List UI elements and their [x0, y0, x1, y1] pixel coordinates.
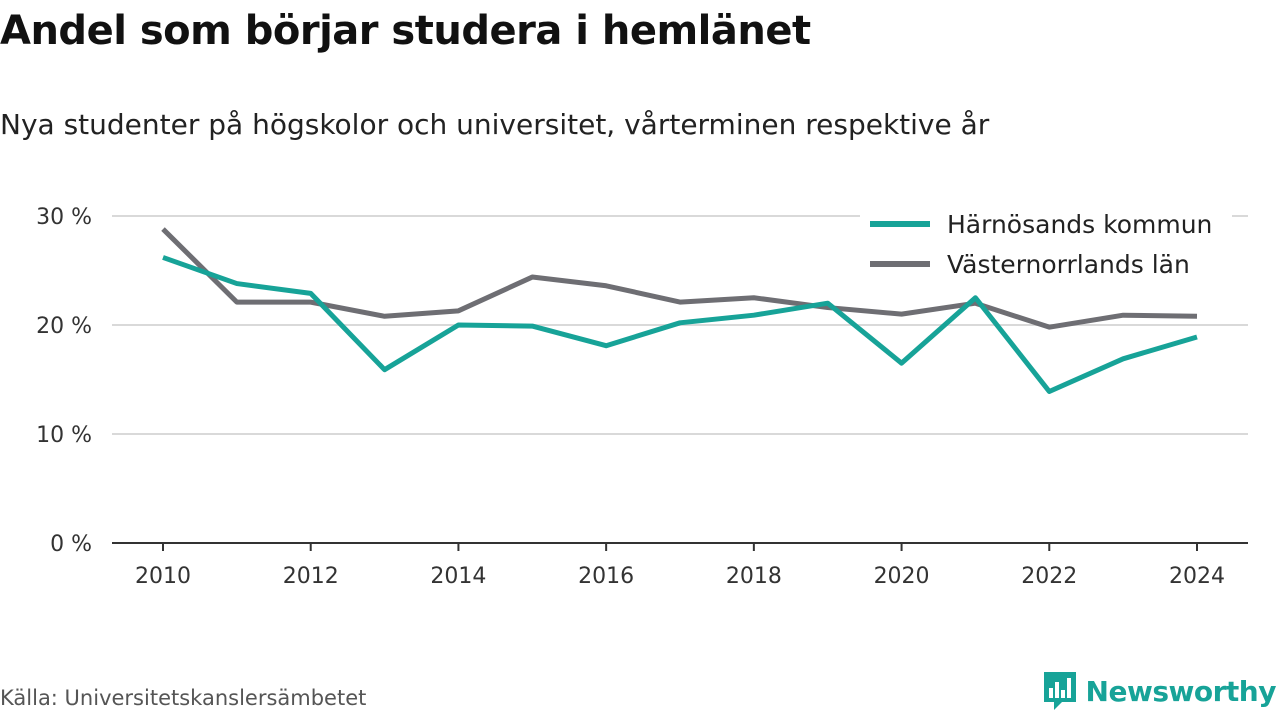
- source-note: Källa: Universitetskanslersämbetet: [0, 686, 367, 710]
- y-tick-label: 20 %: [36, 314, 92, 339]
- chart-subtitle: Nya studenter på högskolor och universit…: [0, 108, 990, 141]
- series-lines: [161, 227, 1198, 394]
- series-line-1: [161, 227, 1198, 330]
- x-tick-label: 2010: [135, 564, 191, 589]
- axes: 0 % 10 % 20 % 30 % 2010 2012 2014 2016 2018 2020 2…: [36, 205, 1248, 589]
- legend-label: Västernorrlands län: [947, 250, 1190, 279]
- legend-background: [860, 204, 1232, 288]
- legend: Härnösands kommun Västernorrlands län: [860, 204, 1232, 288]
- x-tick-label: 2020: [874, 564, 930, 589]
- brand-logo: Newsworthy: [1042, 670, 1277, 712]
- legend-label: Härnösands kommun: [947, 210, 1212, 239]
- brand-name: Newsworthy: [1085, 674, 1277, 708]
- x-tick-label: 2012: [283, 564, 339, 589]
- bar-chart-speech-bubble-icon: [1043, 672, 1076, 710]
- x-tick-label: 2014: [430, 564, 486, 589]
- y-tick-label: 0 %: [50, 532, 92, 557]
- x-tick-label: 2022: [1021, 564, 1077, 589]
- chart-title: Andel som börjar studera i hemlänet: [0, 8, 811, 54]
- y-tick-label: 10 %: [36, 423, 92, 448]
- y-tick-label: 30 %: [36, 205, 92, 230]
- series-line-0: [162, 255, 1198, 394]
- x-tick-label: 2018: [726, 564, 782, 589]
- x-tick-label: 2024: [1169, 564, 1225, 589]
- x-tick-label: 2016: [578, 564, 634, 589]
